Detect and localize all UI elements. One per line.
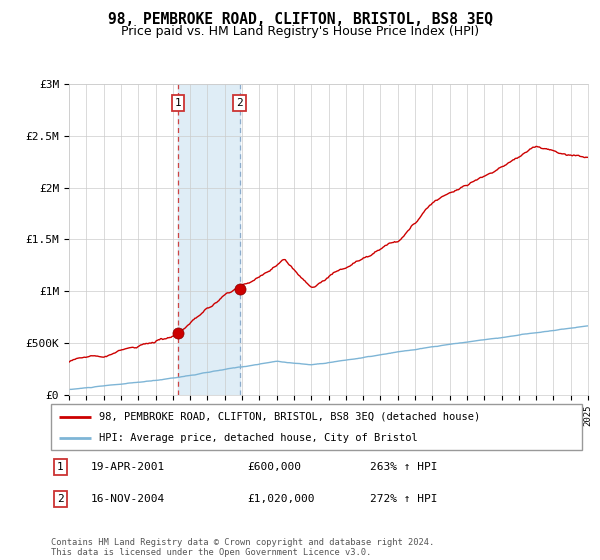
- Text: 1: 1: [175, 97, 181, 108]
- Text: 263% ↑ HPI: 263% ↑ HPI: [370, 462, 437, 472]
- Text: Contains HM Land Registry data © Crown copyright and database right 2024.
This d: Contains HM Land Registry data © Crown c…: [51, 538, 434, 557]
- Text: HPI: Average price, detached house, City of Bristol: HPI: Average price, detached house, City…: [99, 433, 418, 443]
- Text: 98, PEMBROKE ROAD, CLIFTON, BRISTOL, BS8 3EQ: 98, PEMBROKE ROAD, CLIFTON, BRISTOL, BS8…: [107, 12, 493, 27]
- Text: 1: 1: [57, 462, 64, 472]
- Text: £1,020,000: £1,020,000: [247, 494, 315, 504]
- FancyBboxPatch shape: [51, 404, 582, 450]
- Text: 19-APR-2001: 19-APR-2001: [91, 462, 165, 472]
- Text: 2: 2: [236, 97, 243, 108]
- Text: Price paid vs. HM Land Registry's House Price Index (HPI): Price paid vs. HM Land Registry's House …: [121, 25, 479, 38]
- Text: 2: 2: [57, 494, 64, 504]
- Bar: [178, 84, 240, 395]
- Text: 98, PEMBROKE ROAD, CLIFTON, BRISTOL, BS8 3EQ (detached house): 98, PEMBROKE ROAD, CLIFTON, BRISTOL, BS8…: [99, 412, 480, 422]
- Text: £600,000: £600,000: [247, 462, 301, 472]
- Text: 16-NOV-2004: 16-NOV-2004: [91, 494, 165, 504]
- Text: 272% ↑ HPI: 272% ↑ HPI: [370, 494, 437, 504]
